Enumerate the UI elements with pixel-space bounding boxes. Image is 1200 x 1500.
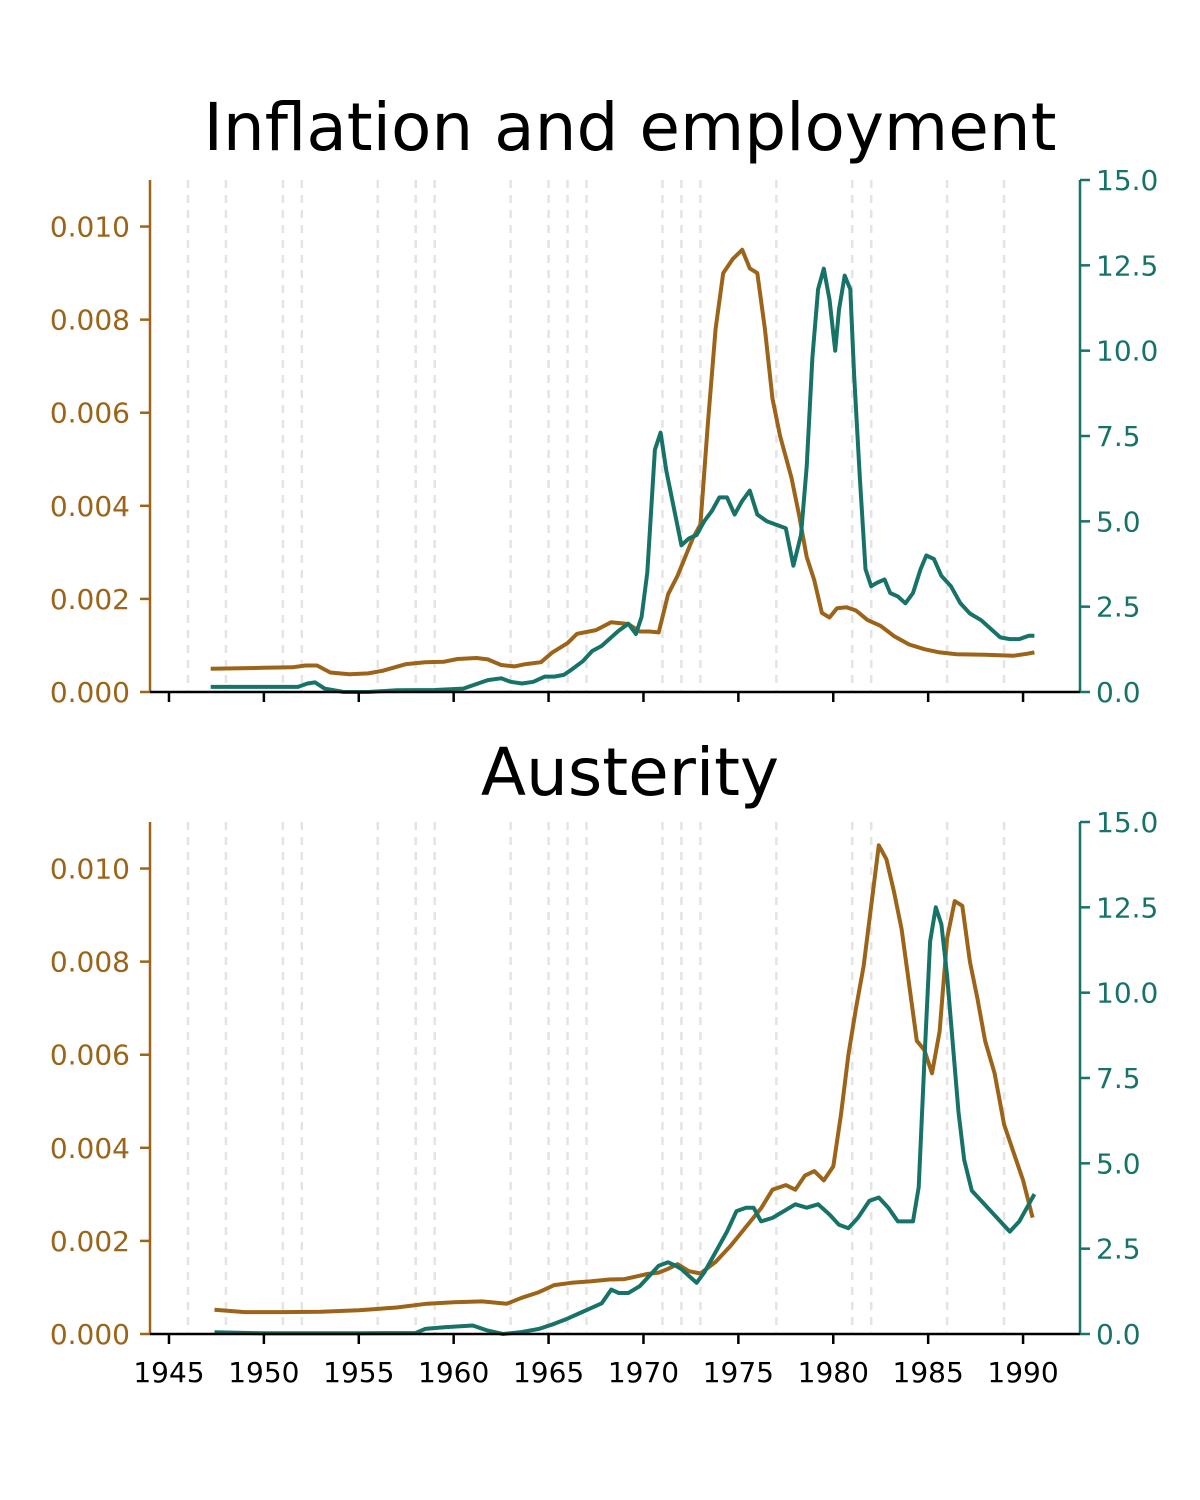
right-tick-label: 7.5 — [1096, 420, 1141, 453]
right-tick-label: 2.5 — [1096, 1233, 1141, 1266]
x-tick-label: 1970 — [608, 1356, 679, 1389]
x-tick-label: 1985 — [893, 1356, 964, 1389]
x-tick-label: 1980 — [798, 1356, 869, 1389]
series-line-left — [210, 247, 1035, 677]
chart-panel-1: Inflation and employment 0.000 0.002 0.004 0… — [50, 89, 1159, 709]
right-tick-label: 5.0 — [1096, 1147, 1141, 1180]
x-tick-label: 1965 — [513, 1356, 584, 1389]
series-line-left — [214, 843, 1035, 1315]
chart-title: Inflation and employment — [203, 89, 1056, 166]
chart-title: Austerity — [481, 734, 779, 811]
right-tick-label: 5.0 — [1096, 505, 1141, 538]
series-line-right — [214, 905, 1037, 1336]
left-tick-label: 0.000 — [50, 1318, 130, 1351]
x-tick-label: 1990 — [987, 1356, 1058, 1389]
x-tick-label: 1960 — [418, 1356, 489, 1389]
right-tick-label: 12.5 — [1096, 249, 1158, 282]
right-tick-label: 10.0 — [1096, 977, 1158, 1010]
right-tick-label: 7.5 — [1096, 1062, 1141, 1095]
left-tick-label: 0.002 — [50, 1225, 130, 1258]
x-tick-label: 1945 — [133, 1356, 204, 1389]
left-tick-label: 0.006 — [50, 1039, 130, 1072]
right-tick-label: 12.5 — [1096, 891, 1158, 924]
left-tick-label: 0.006 — [50, 397, 130, 430]
left-tick-label: 0.008 — [50, 304, 130, 337]
left-tick-label: 0.008 — [50, 946, 130, 979]
right-tick-label: 0.0 — [1096, 1318, 1141, 1351]
series-line-right — [210, 266, 1035, 694]
right-tick-label: 2.5 — [1096, 591, 1141, 624]
right-tick-label: 15.0 — [1096, 164, 1158, 197]
chart-panel-2: Austerity 0.000 0.002 0.004 0.006 0.008 0.010 0… — [50, 734, 1159, 1389]
x-tick-label: 1950 — [228, 1356, 299, 1389]
x-tick-label: 1975 — [703, 1356, 774, 1389]
left-tick-label: 0.004 — [50, 490, 130, 523]
left-tick-label: 0.004 — [50, 1132, 130, 1165]
left-tick-label: 0.010 — [50, 853, 130, 886]
right-tick-label: 15.0 — [1096, 806, 1158, 839]
left-tick-label: 0.002 — [50, 583, 130, 616]
x-tick-label: 1955 — [323, 1356, 394, 1389]
right-tick-label: 0.0 — [1096, 676, 1141, 709]
left-tick-label: 0.000 — [50, 676, 130, 709]
right-tick-label: 10.0 — [1096, 335, 1158, 368]
left-tick-label: 0.010 — [50, 211, 130, 244]
